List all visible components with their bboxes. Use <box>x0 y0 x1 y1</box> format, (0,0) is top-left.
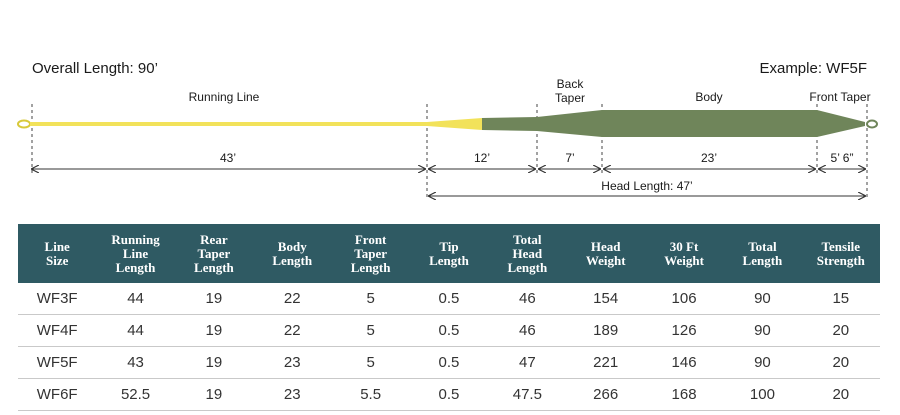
table-cell: 20 <box>801 314 880 347</box>
header-rear-taper-length: Rear Taper Length <box>174 224 254 283</box>
header-tip-length: Tip Length <box>409 224 489 283</box>
table-cell: 5.5 <box>331 378 410 411</box>
table-cell: 0.5 <box>409 378 489 411</box>
table-cell: 90 <box>723 283 802 315</box>
table-cell: 168 <box>644 378 724 411</box>
table-cell: 44 <box>96 283 175 315</box>
table-row: WF4F 44 19 22 5 0.5 46 189 126 90 20 <box>18 314 880 347</box>
table-cell: 0.5 <box>409 314 489 347</box>
running-line <box>30 122 430 126</box>
table-cell: 90 <box>723 346 802 379</box>
table-cell: 46 <box>488 314 567 347</box>
running-line-label: Running Line <box>189 90 260 104</box>
table-cell: 19 <box>174 378 254 411</box>
table-cell: 100 <box>723 378 802 411</box>
table-cell: 43 <box>96 346 175 379</box>
table-cell: 20 <box>801 346 880 379</box>
rear-loop <box>17 119 31 129</box>
table-cell: 106 <box>644 283 724 315</box>
head-body <box>482 110 865 137</box>
table-cell: 19 <box>174 314 254 347</box>
header-head-weight: Head Weight <box>566 224 645 283</box>
table-row: WF5F 43 19 23 5 0.5 47 221 146 90 20 <box>18 346 880 379</box>
section-guides <box>31 104 868 200</box>
table-cell: 47.5 <box>488 378 567 411</box>
table-cell: 23 <box>253 378 332 411</box>
table-cell: 189 <box>566 314 645 347</box>
head-length-dim: Head Length: 47’ <box>601 179 692 193</box>
taper-diagram-svg: Overall Length: 90’ Example: WF5F Runnin… <box>17 60 878 200</box>
table-cell: 44 <box>96 314 175 347</box>
table-cell: WF4F <box>18 314 97 347</box>
table-cell: 221 <box>566 346 645 379</box>
table-cell: 19 <box>174 346 254 379</box>
table-header-row: Line Size Running Line Length Rear Taper… <box>18 224 880 283</box>
header-tensile-strength: Tensile Strength <box>801 224 880 283</box>
overall-length-label: Overall Length: 90’ <box>32 60 158 77</box>
table-cell: 0.5 <box>409 346 489 379</box>
table-cell: 5 <box>331 314 410 347</box>
table-cell: 47 <box>488 346 567 379</box>
back-taper-label-line1: Back <box>557 77 585 91</box>
header-front-taper-length: Front Taper Length <box>331 224 410 283</box>
header-line-size: Line Size <box>18 224 97 283</box>
rear-taper-yellow <box>427 118 482 130</box>
table-cell: WF3F <box>18 283 97 315</box>
table-cell: 0.5 <box>409 283 489 315</box>
table-cell: 22 <box>253 283 332 315</box>
table-row: WF3F 44 19 22 5 0.5 46 154 106 90 15 <box>18 283 880 315</box>
fly-line-taper-diagram: Overall Length: 90’ Example: WF5F Runnin… <box>17 60 878 200</box>
front-loop <box>866 119 878 129</box>
front-taper-dim: 5’ 6” <box>831 151 854 165</box>
table-cell: 46 <box>488 283 567 315</box>
table-cell: 52.5 <box>96 378 175 411</box>
table-cell: 5 <box>331 346 410 379</box>
header-running-line-length: Running Line Length <box>96 224 175 283</box>
table-cell: 23 <box>253 346 332 379</box>
table-cell: 146 <box>644 346 724 379</box>
header-30ft-weight: 30 Ft Weight <box>644 224 724 283</box>
example-label: Example: WF5F <box>759 60 867 77</box>
header-body-length: Body Length <box>253 224 332 283</box>
back-taper-dim: 7’ <box>565 151 574 165</box>
table-cell: 5 <box>331 283 410 315</box>
table-row: WF6F 52.5 19 23 5.5 0.5 47.5 266 168 100… <box>18 378 880 411</box>
table-cell: WF6F <box>18 378 97 411</box>
header-total-head-length: Total Head Length <box>488 224 567 283</box>
header-total-length: Total Length <box>723 224 802 283</box>
table-cell: WF5F <box>18 346 97 379</box>
table-cell: 126 <box>644 314 724 347</box>
dimension-lines <box>32 169 865 196</box>
line-spec-table: Line Size Running Line Length Rear Taper… <box>18 224 880 411</box>
table-cell: 90 <box>723 314 802 347</box>
table-cell: 15 <box>801 283 880 315</box>
table-cell: 19 <box>174 283 254 315</box>
table-cell: 266 <box>566 378 645 411</box>
table-cell: 154 <box>566 283 645 315</box>
table-cell: 20 <box>801 378 880 411</box>
rear-taper-dim: 12’ <box>474 151 490 165</box>
table-cell: 22 <box>253 314 332 347</box>
front-taper-label: Front Taper <box>809 90 870 104</box>
body-dim: 23’ <box>701 151 717 165</box>
back-taper-label-line2: Taper <box>555 91 585 105</box>
running-length-dim: 43’ <box>220 151 236 165</box>
body-label: Body <box>695 90 722 104</box>
